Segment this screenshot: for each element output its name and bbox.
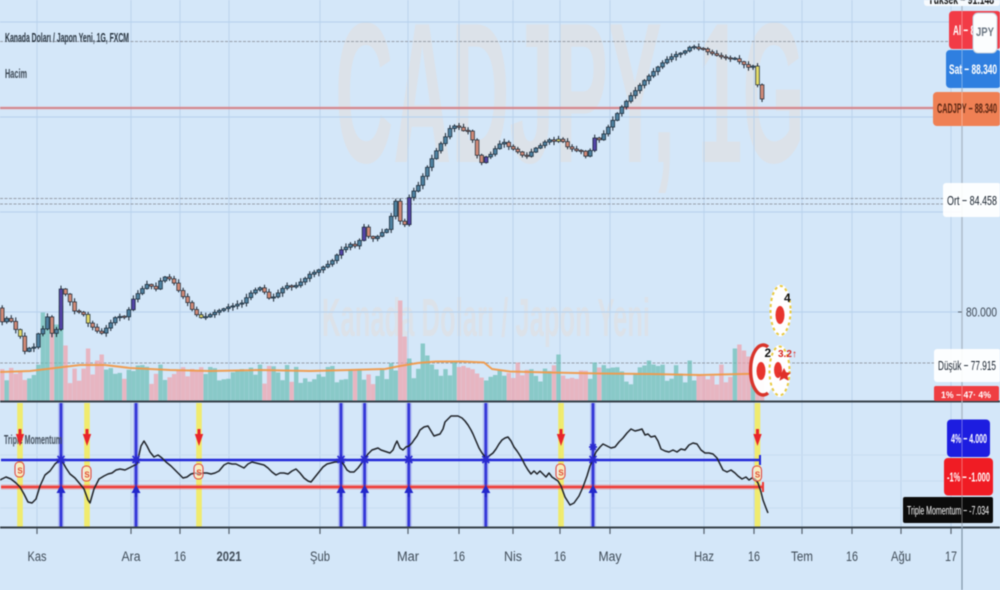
- svg-text:16: 16: [748, 549, 760, 564]
- svg-text:Tem: Tem: [791, 549, 813, 564]
- svg-text:Kanada Doları / Japon Yeni, 1G: Kanada Doları / Japon Yeni, 1G, FXCM: [5, 30, 129, 45]
- svg-text:CADJPY − 88.340: CADJPY − 88.340: [937, 101, 997, 116]
- svg-text:S: S: [558, 469, 564, 478]
- svg-text:Ara: Ara: [122, 549, 141, 564]
- svg-text:Ağu: Ağu: [891, 549, 911, 564]
- svg-text:Triple Momentum − -7.034: Triple Momentum − -7.034: [907, 504, 989, 518]
- svg-text:Kas: Kas: [28, 549, 47, 564]
- svg-text:16: 16: [554, 549, 566, 564]
- svg-text:May: May: [599, 549, 622, 564]
- svg-text:16: 16: [453, 549, 465, 564]
- svg-text:Düşük − 77.915: Düşük − 77.915: [938, 358, 996, 373]
- svg-text:Yüksek − 91.148: Yüksek − 91.148: [928, 0, 994, 7]
- svg-text:80.000: 80.000: [966, 305, 997, 320]
- svg-text:Nis: Nis: [504, 549, 522, 564]
- svg-text:1% − 47· 4%: 1% − 47· 4%: [941, 390, 991, 401]
- svg-text:Al − 8: Al − 8: [953, 22, 975, 38]
- svg-text:3.2↑: 3.2↑: [778, 349, 797, 360]
- svg-text:17: 17: [945, 549, 957, 564]
- svg-text:4% − 4.000: 4% − 4.000: [951, 431, 987, 446]
- svg-text:Şub: Şub: [310, 549, 330, 564]
- svg-text:Mar: Mar: [397, 549, 419, 564]
- svg-text:2021: 2021: [217, 549, 242, 564]
- svg-text:Triple Momentum: Triple Momentum: [4, 432, 62, 447]
- svg-text:S: S: [196, 469, 202, 478]
- svg-text:Hacim: Hacim: [5, 66, 27, 81]
- svg-text:S: S: [755, 471, 761, 480]
- svg-text:S: S: [84, 471, 90, 480]
- svg-text:16: 16: [174, 549, 186, 564]
- svg-text:16: 16: [846, 549, 858, 564]
- svg-text:JPY: JPY: [976, 27, 994, 39]
- svg-text:4: 4: [784, 291, 791, 305]
- svg-text:S: S: [17, 467, 23, 476]
- svg-text:Ort − 84.458: Ort − 84.458: [947, 193, 997, 208]
- svg-text:Sat − 88.340: Sat − 88.340: [949, 61, 997, 77]
- svg-text:-1% − -1.000: -1% − -1.000: [947, 470, 990, 485]
- svg-text:Haz: Haz: [694, 549, 714, 564]
- svg-text:2: 2: [765, 346, 772, 360]
- svg-text:Kanada Doları / Japon Yeni: Kanada Doları / Japon Yeni: [322, 288, 650, 348]
- svg-text:CADJPY, 1G: CADJPY, 1G: [335, 0, 805, 205]
